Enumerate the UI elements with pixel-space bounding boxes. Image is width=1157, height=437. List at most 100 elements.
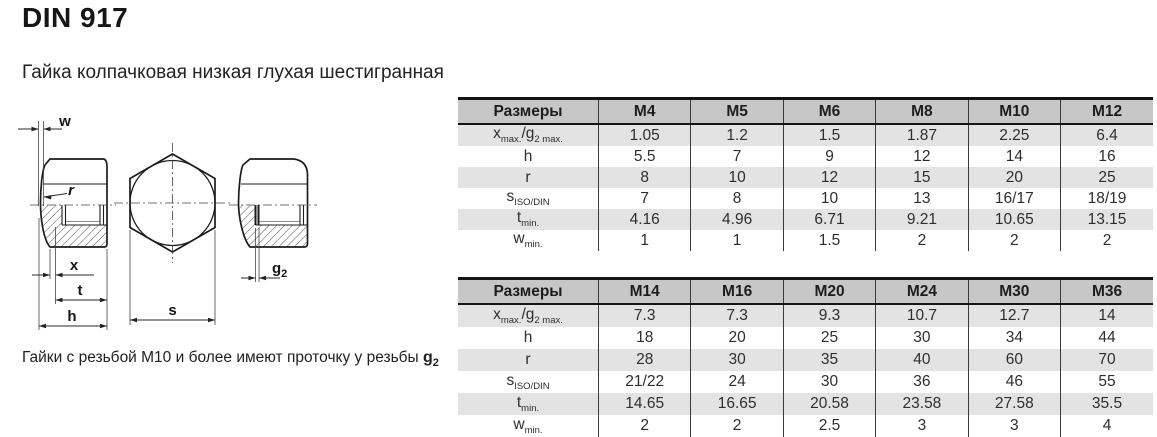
spec-row: tmin. 4.16 4.96 6.71 9.21 10.65 13.15 bbox=[458, 209, 1153, 230]
row-label: r bbox=[525, 351, 531, 369]
size-col-header: M14 bbox=[597, 278, 691, 305]
spec-row: wmin. 2 2 2.5 3 3 4 bbox=[458, 415, 1153, 437]
spec-value: 20 bbox=[967, 167, 1061, 188]
size-col-header: M36 bbox=[1060, 278, 1153, 305]
spec-table-m14-m36: Размеры M14 M16 M20 M24 M30 M36 xmax./g2 max. 7.… bbox=[458, 277, 1153, 437]
spec-value: 10.65 bbox=[967, 209, 1061, 230]
spec-value: 2 bbox=[967, 230, 1061, 251]
spec-row: sISO/DIN 21/22 24 30 36 46 55 bbox=[458, 371, 1153, 393]
spec-value: 13 bbox=[875, 188, 969, 209]
spec-value: 13.15 bbox=[1060, 209, 1153, 230]
size-col-header: M6 bbox=[782, 98, 876, 125]
technical-drawing: w r x t h s g2 bbox=[18, 113, 317, 330]
dim-label-x: x bbox=[70, 257, 79, 274]
spec-value: 1 bbox=[597, 230, 691, 251]
spec-value: 1 bbox=[690, 230, 784, 251]
row-label: sISO/DIN bbox=[506, 188, 550, 209]
spec-row: xmax./g2 max. 1.05 1.2 1.5 1.87 2.25 6.4 bbox=[458, 124, 1153, 146]
spec-value: 9 bbox=[782, 146, 876, 167]
size-col-header: M5 bbox=[690, 98, 784, 125]
row-label: tmin. bbox=[516, 209, 540, 230]
spec-value: 7 bbox=[597, 188, 691, 209]
spec-value: 25 bbox=[1060, 167, 1153, 188]
spec-value: 44 bbox=[1060, 327, 1153, 349]
spec-value: 10 bbox=[690, 167, 784, 188]
spec-value: 14 bbox=[1060, 304, 1153, 327]
size-col-header: M24 bbox=[875, 278, 969, 305]
spec-value: 18 bbox=[597, 327, 691, 349]
dimensions-col-header: Размеры bbox=[458, 98, 599, 125]
spec-value: 1.05 bbox=[597, 124, 691, 146]
spec-value: 2.5 bbox=[782, 415, 876, 437]
header-row: Размеры M14 M16 M20 M24 M30 M36 bbox=[458, 278, 1153, 305]
dim-label-h: h bbox=[67, 308, 76, 325]
spec-row: r 8 10 12 15 20 25 bbox=[458, 167, 1153, 188]
size-col-header: M10 bbox=[967, 98, 1061, 125]
spec-value: 6.71 bbox=[782, 209, 876, 230]
spec-row: r 28 30 35 40 60 70 bbox=[458, 349, 1153, 371]
spec-value: 55 bbox=[1060, 371, 1153, 393]
size-col-header: M12 bbox=[1060, 98, 1153, 125]
spec-row: h 5.5 7 9 12 14 16 bbox=[458, 146, 1153, 167]
spec-value: 7 bbox=[690, 146, 784, 167]
row-label: h bbox=[523, 329, 533, 347]
spec-value: 24 bbox=[690, 371, 784, 393]
page-title: DIN 917 bbox=[22, 2, 129, 33]
spec-value: 2 bbox=[875, 230, 969, 251]
spec-value: 1.5 bbox=[782, 230, 876, 251]
spec-value: 1.5 bbox=[782, 124, 876, 146]
spec-value: 5.5 bbox=[597, 146, 691, 167]
row-label: h bbox=[523, 147, 533, 165]
dim-label-w: w bbox=[58, 113, 71, 130]
spec-value: 34 bbox=[967, 327, 1061, 349]
spec-value: 8 bbox=[690, 188, 784, 209]
spec-value: 35 bbox=[782, 349, 876, 371]
dim-label-s: s bbox=[168, 302, 176, 319]
spec-row: tmin. 14.65 16.65 20.58 23.58 27.58 35.5 bbox=[458, 393, 1153, 415]
row-label: xmax./g2 max. bbox=[493, 125, 563, 146]
spec-value: 23.58 bbox=[875, 393, 969, 415]
spec-value: 25 bbox=[782, 327, 876, 349]
spec-value: 70 bbox=[1060, 349, 1153, 371]
header-row: Размеры M4 M5 M6 M8 M10 M12 bbox=[458, 98, 1153, 125]
spec-table-m4-m12: Размеры M4 M5 M6 M8 M10 M12 xmax./g2 max. 1.05 1.… bbox=[458, 97, 1153, 251]
centerline bbox=[114, 143, 231, 263]
spec-value: 16.65 bbox=[690, 393, 784, 415]
spec-value: 2 bbox=[597, 415, 691, 437]
dimensions-col-header: Размеры bbox=[458, 278, 599, 305]
spec-value: 15 bbox=[875, 167, 969, 188]
spec-value: 46 bbox=[967, 371, 1061, 393]
row-label: wmin. bbox=[513, 415, 543, 436]
size-col-header: M30 bbox=[967, 278, 1061, 305]
row-label: tmin. bbox=[516, 393, 540, 414]
size-col-header: M8 bbox=[875, 98, 969, 125]
side-view-groove bbox=[237, 158, 309, 248]
spec-value: 7.3 bbox=[597, 304, 691, 327]
row-label: xmax./g2 max. bbox=[493, 305, 563, 326]
footnote-g2-symbol: g2 bbox=[423, 349, 439, 370]
size-col-header: M20 bbox=[782, 278, 876, 305]
spec-value: 20 bbox=[690, 327, 784, 349]
row-label: sISO/DIN bbox=[506, 371, 550, 392]
dim-label-r: r bbox=[68, 182, 75, 199]
spec-value: 1.87 bbox=[875, 124, 969, 146]
side-view-section bbox=[39, 158, 108, 248]
spec-value: 30 bbox=[782, 371, 876, 393]
spec-value: 21/22 bbox=[597, 371, 691, 393]
spec-value: 27.58 bbox=[967, 393, 1061, 415]
spec-value: 10.7 bbox=[875, 304, 969, 327]
spec-value: 30 bbox=[690, 349, 784, 371]
spec-value: 16/17 bbox=[967, 188, 1061, 209]
spec-row: sISO/DIN 7 8 10 13 16/17 18/19 bbox=[458, 188, 1153, 209]
spec-value: 3 bbox=[875, 415, 969, 437]
spec-value: 14.65 bbox=[597, 393, 691, 415]
dimension-arrows bbox=[31, 126, 266, 329]
spec-value: 12.7 bbox=[967, 304, 1061, 327]
footnote: Гайки с резьбой M10 и более имеют проточ… bbox=[22, 349, 439, 369]
spec-row: xmax./g2 max. 7.3 7.3 9.3 10.7 12.7 14 bbox=[458, 304, 1153, 327]
spec-value: 4.16 bbox=[597, 209, 691, 230]
spec-row: wmin. 1 1 1.5 2 2 2 bbox=[458, 230, 1153, 251]
spec-value: 16 bbox=[1060, 146, 1153, 167]
spec-value: 8 bbox=[597, 167, 691, 188]
spec-value: 6.4 bbox=[1060, 124, 1153, 146]
